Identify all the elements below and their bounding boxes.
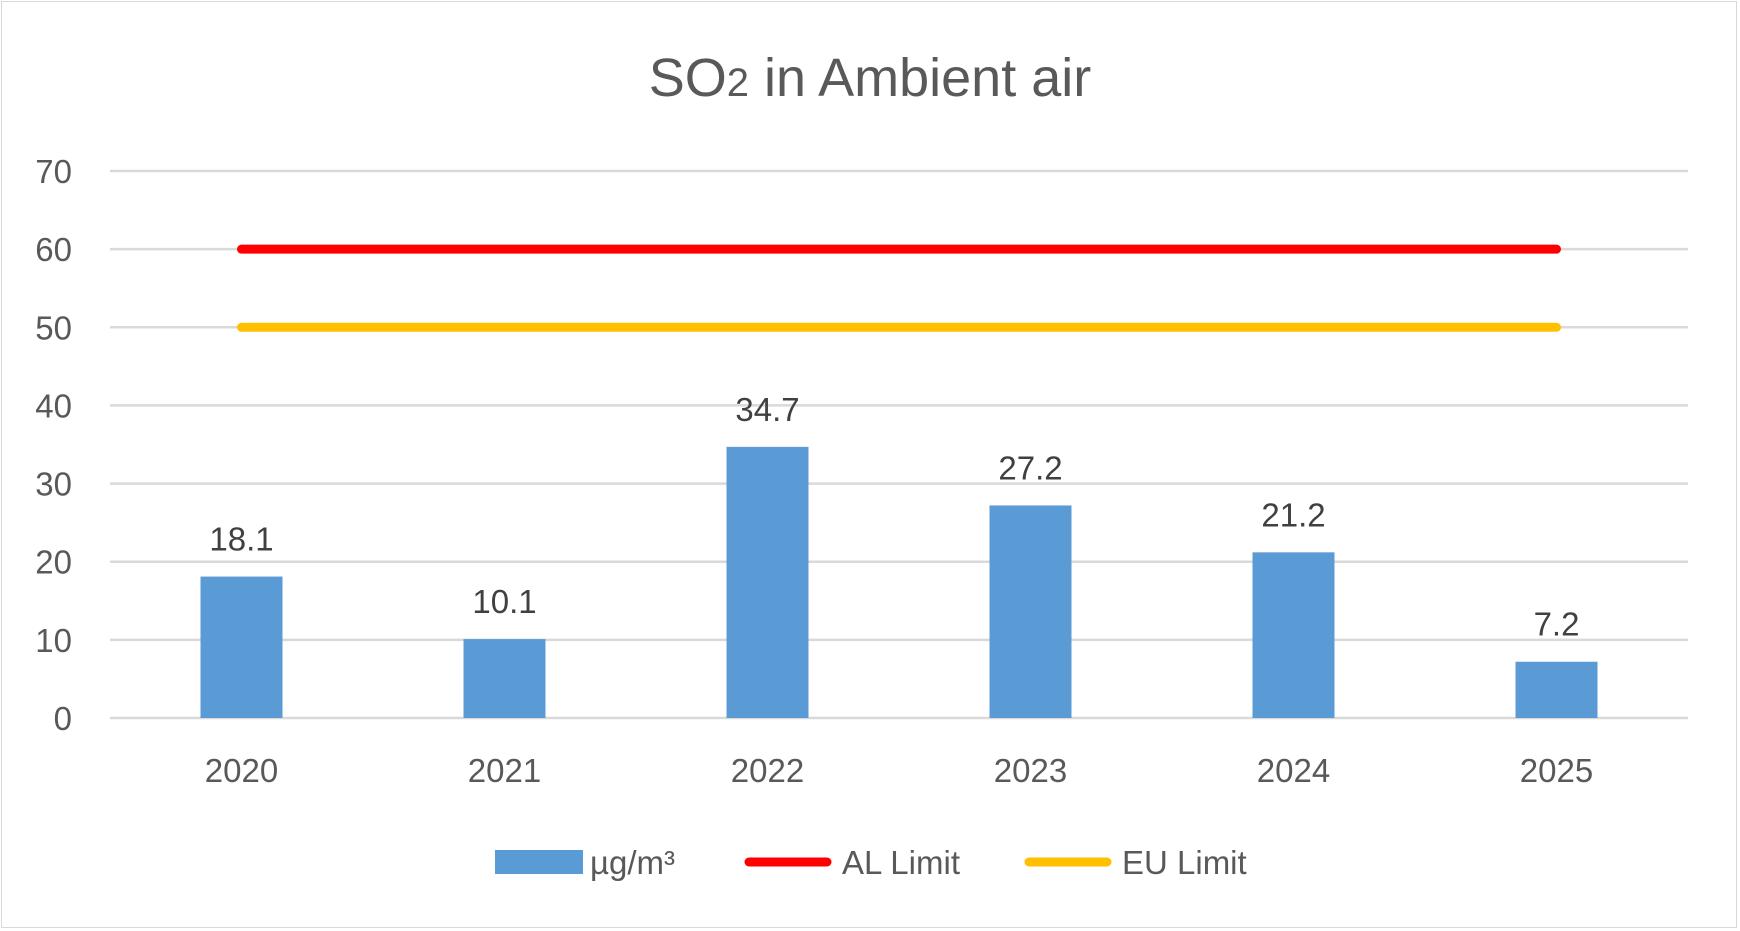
data-label-2020: 18.1: [209, 521, 273, 558]
x-tick-label-2021: 2021: [468, 752, 541, 789]
data-label-2025: 7.2: [1534, 606, 1580, 643]
legend-label: AL Limit: [842, 844, 960, 881]
data-label-2022: 34.7: [735, 391, 799, 428]
limit-lines: [237, 244, 1561, 332]
legend-swatch-bar: [495, 850, 583, 874]
y-tick-label-70: 70: [35, 153, 72, 190]
y-tick-label-10: 10: [35, 622, 72, 659]
y-tick-label-60: 60: [35, 231, 72, 268]
chart-title-part1: SO: [649, 48, 727, 108]
bars: [200, 446, 1598, 718]
legend-item-0: µg/m³: [495, 844, 675, 881]
data-label-2023: 27.2: [998, 449, 1062, 486]
bar-2024: [1252, 552, 1335, 718]
legend-item-2: EU Limit: [1024, 844, 1247, 881]
data-label-2024: 21.2: [1261, 496, 1325, 533]
x-tick-label-2020: 2020: [205, 752, 278, 789]
x-tick-label-2022: 2022: [731, 752, 804, 789]
y-tick-label-40: 40: [35, 387, 72, 424]
legend-label: EU Limit: [1122, 844, 1247, 881]
x-tick-label-2024: 2024: [1257, 752, 1330, 789]
legend-item-1: AL Limit: [744, 844, 960, 881]
bar-2025: [1515, 661, 1598, 718]
x-axis-ticks: 2020 2021 2022 2023 2024 2025: [205, 752, 1593, 789]
legend-label: µg/m³: [590, 844, 675, 881]
bar-2020: [200, 576, 283, 718]
x-tick-label-2025: 2025: [1520, 752, 1593, 789]
legend: µg/m³ AL Limit EU Limit: [495, 844, 1247, 881]
y-tick-label-20: 20: [35, 544, 72, 581]
chart-title: SO2 in Ambient air: [649, 48, 1091, 108]
bar-2023: [989, 505, 1072, 718]
y-tick-label-0: 0: [54, 700, 72, 737]
y-tick-label-50: 50: [35, 309, 72, 346]
bar-2022: [726, 446, 809, 718]
data-labels: 18.1 10.1 34.7 27.2 21.2 7.2: [209, 391, 1579, 643]
y-axis-ticks: 0 10 20 30 40 50 60 70: [35, 153, 72, 737]
chart-title-subscript: 2: [727, 61, 749, 105]
y-tick-label-30: 30: [35, 466, 72, 503]
data-label-2021: 10.1: [472, 583, 536, 620]
bar-2021: [463, 639, 546, 718]
x-tick-label-2023: 2023: [994, 752, 1067, 789]
chart-title-part2: in Ambient air: [749, 48, 1091, 108]
